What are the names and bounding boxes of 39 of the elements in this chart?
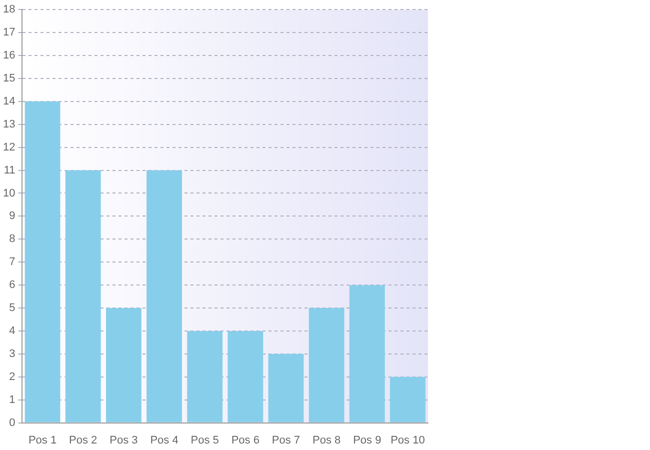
y-tick-label: 0: [9, 416, 16, 429]
y-tick-label: 7: [9, 256, 16, 268]
y-tick-label: 11: [4, 164, 16, 176]
y-tick-label: 5: [9, 302, 16, 314]
x-tick-label: Pos 1: [28, 434, 57, 446]
bar: [146, 170, 182, 422]
x-tick-label: Pos 4: [150, 434, 178, 446]
x-tick-label: Pos 2: [69, 434, 98, 446]
bar: [65, 170, 101, 422]
y-tick-label: 6: [9, 279, 16, 292]
x-tick-label: Pos 6: [231, 434, 260, 446]
y-tick-label: 1: [9, 394, 16, 406]
y-tick-label: 2: [9, 370, 16, 383]
y-tick-label: 15: [2, 72, 16, 84]
x-tick-label: Pos 8: [312, 434, 341, 446]
x-tick-label: Pos 3: [110, 434, 138, 446]
x-tick-label: Pos 9: [353, 434, 382, 446]
y-tick-label: 14: [2, 95, 16, 108]
x-tick-label: Pos 10: [390, 434, 425, 446]
x-tick-label: Pos 5: [190, 434, 219, 446]
bar: [187, 330, 223, 422]
bar: [308, 308, 344, 422]
y-tick-label: 12: [2, 141, 16, 154]
x-tick-label: Pos 7: [272, 434, 300, 446]
bar: [349, 285, 385, 422]
y-tick-label: 3: [9, 348, 16, 360]
y-tick-label: 8: [9, 233, 16, 246]
y-tick-label: 18: [2, 4, 16, 16]
y-tick-label: 10: [2, 187, 16, 200]
y-tick-label: 17: [2, 26, 16, 39]
y-tick-label: 16: [2, 50, 16, 62]
bar: [390, 376, 426, 422]
bar: [268, 354, 304, 422]
bar: [228, 330, 264, 422]
bar: [106, 308, 142, 422]
y-tick-label: 4: [9, 325, 16, 338]
bar: [24, 101, 60, 422]
y-tick-label: 13: [2, 118, 16, 130]
y-tick-label: 9: [9, 210, 16, 222]
